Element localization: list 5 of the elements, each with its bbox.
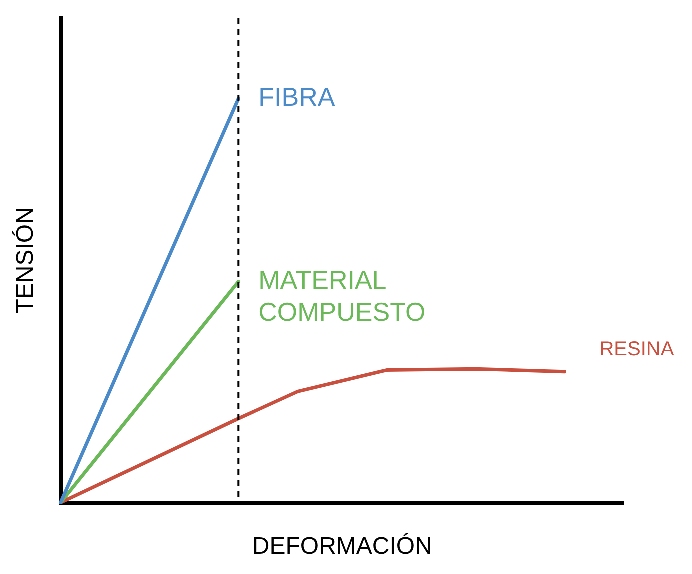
series-label: FIBRA: [258, 82, 336, 112]
series-label: MATERIAL COMPUESTO: [258, 264, 426, 327]
y-axis-title: TENSIÓN: [12, 207, 40, 314]
x-axis-title: DEFORMACIÓN: [252, 533, 432, 560]
series-label: RESINA: [600, 338, 675, 360]
